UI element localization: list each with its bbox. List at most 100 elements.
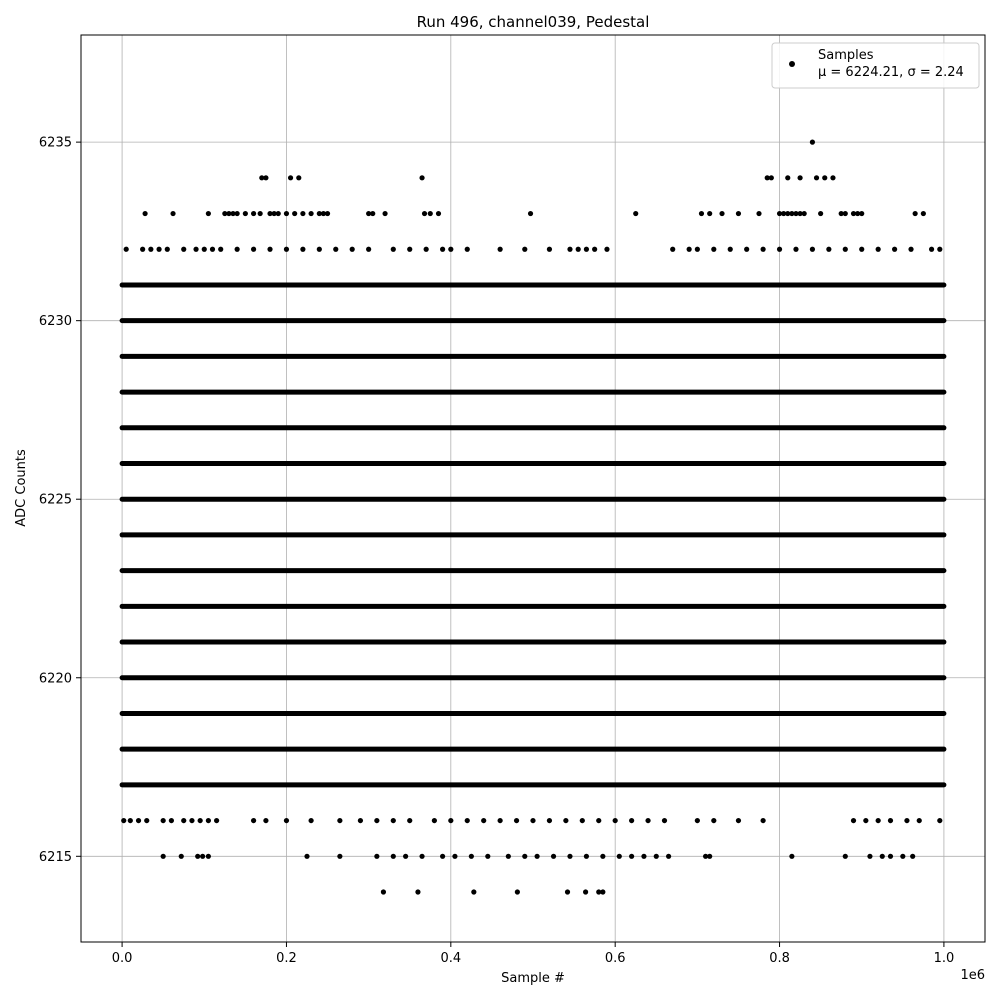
data-point (567, 246, 573, 252)
data-point (431, 817, 437, 824)
data-point (168, 817, 174, 824)
data-point (904, 817, 910, 824)
y-tick-label: 6225 (39, 493, 72, 508)
data-point (440, 246, 446, 252)
data-point (534, 853, 540, 859)
data-point (160, 817, 166, 824)
data-point (156, 246, 162, 252)
data-point (267, 210, 273, 217)
data-point (481, 817, 487, 824)
data-point (867, 853, 873, 859)
data-point (250, 246, 257, 252)
data-point (830, 175, 836, 181)
data-point (415, 889, 421, 895)
data-point (900, 853, 906, 859)
data-point (320, 210, 327, 217)
y-tick-label: 6235 (39, 136, 72, 151)
data-point (337, 817, 343, 824)
legend-box (771, 42, 980, 89)
data-point (641, 853, 647, 859)
data-point (267, 246, 273, 252)
data-point (497, 817, 503, 824)
data-point (242, 210, 248, 217)
data-point (448, 817, 454, 824)
data-point (789, 210, 795, 217)
data-point (582, 889, 589, 895)
data-point (471, 889, 477, 895)
data-point (292, 210, 298, 217)
data-point (522, 853, 528, 859)
data-point (214, 817, 220, 824)
data-point (121, 817, 127, 824)
data-point (505, 853, 511, 859)
data-point (596, 889, 602, 895)
data-point (744, 246, 750, 252)
data-point (776, 210, 783, 217)
data-point (546, 246, 553, 252)
x-tick-label: 0.2 (276, 951, 297, 966)
data-point (197, 817, 203, 824)
data-point (908, 246, 914, 252)
data-point (234, 246, 240, 252)
data-point (324, 210, 331, 217)
data-point (308, 817, 314, 824)
data-point (842, 853, 848, 859)
data-point (793, 210, 799, 217)
data-point (514, 889, 520, 895)
data-point (230, 210, 236, 217)
data-point (600, 889, 606, 895)
data-point (826, 246, 832, 252)
data-point (522, 246, 528, 252)
data-point (222, 210, 228, 217)
data-point (382, 210, 388, 217)
data-point (910, 853, 916, 859)
x-tick-label: 0.4 (440, 951, 461, 966)
data-point (181, 817, 187, 824)
data-point (629, 817, 635, 824)
data-point (818, 210, 824, 217)
data-point (842, 246, 848, 252)
data-point (123, 246, 129, 252)
legend-entry-stats: μ = 6224.21, σ = 2.24 (818, 65, 964, 80)
data-point (403, 853, 409, 859)
data-point (629, 853, 635, 859)
data-point (142, 210, 148, 217)
data-point (707, 210, 713, 217)
data-point (760, 817, 766, 824)
data-point (140, 246, 146, 252)
x-tick-label: 1.0 (934, 951, 955, 966)
data-point (789, 853, 795, 859)
data-point (760, 246, 766, 252)
data-point (205, 817, 211, 824)
data-point (776, 246, 783, 252)
data-point (937, 246, 943, 252)
data-point (604, 246, 610, 252)
data-point (797, 210, 803, 217)
data-point (838, 210, 844, 217)
data-point (485, 853, 491, 859)
data-point (550, 853, 557, 859)
axis-ticks: 0.0 0.2 0.4 0.6 0.8 1.0 6215 6220 6225 6230 6235 (39, 136, 954, 966)
data-point (727, 246, 733, 252)
data-point (530, 817, 536, 824)
data-point (464, 817, 470, 824)
data-point (390, 817, 396, 824)
plot-area (80, 34, 986, 943)
data-point (887, 817, 894, 824)
data-point (407, 817, 413, 824)
data-point (850, 817, 857, 824)
data-point (316, 210, 322, 217)
data-point (300, 210, 306, 217)
data-point (579, 817, 585, 824)
data-point (209, 246, 216, 252)
data-point (283, 817, 290, 824)
data-point (694, 817, 700, 824)
data-point (768, 175, 774, 181)
data-point (702, 853, 709, 859)
data-point (863, 817, 869, 824)
data-point (259, 175, 265, 181)
data-point (357, 817, 364, 824)
data-point (711, 246, 717, 252)
data-point (160, 853, 166, 859)
